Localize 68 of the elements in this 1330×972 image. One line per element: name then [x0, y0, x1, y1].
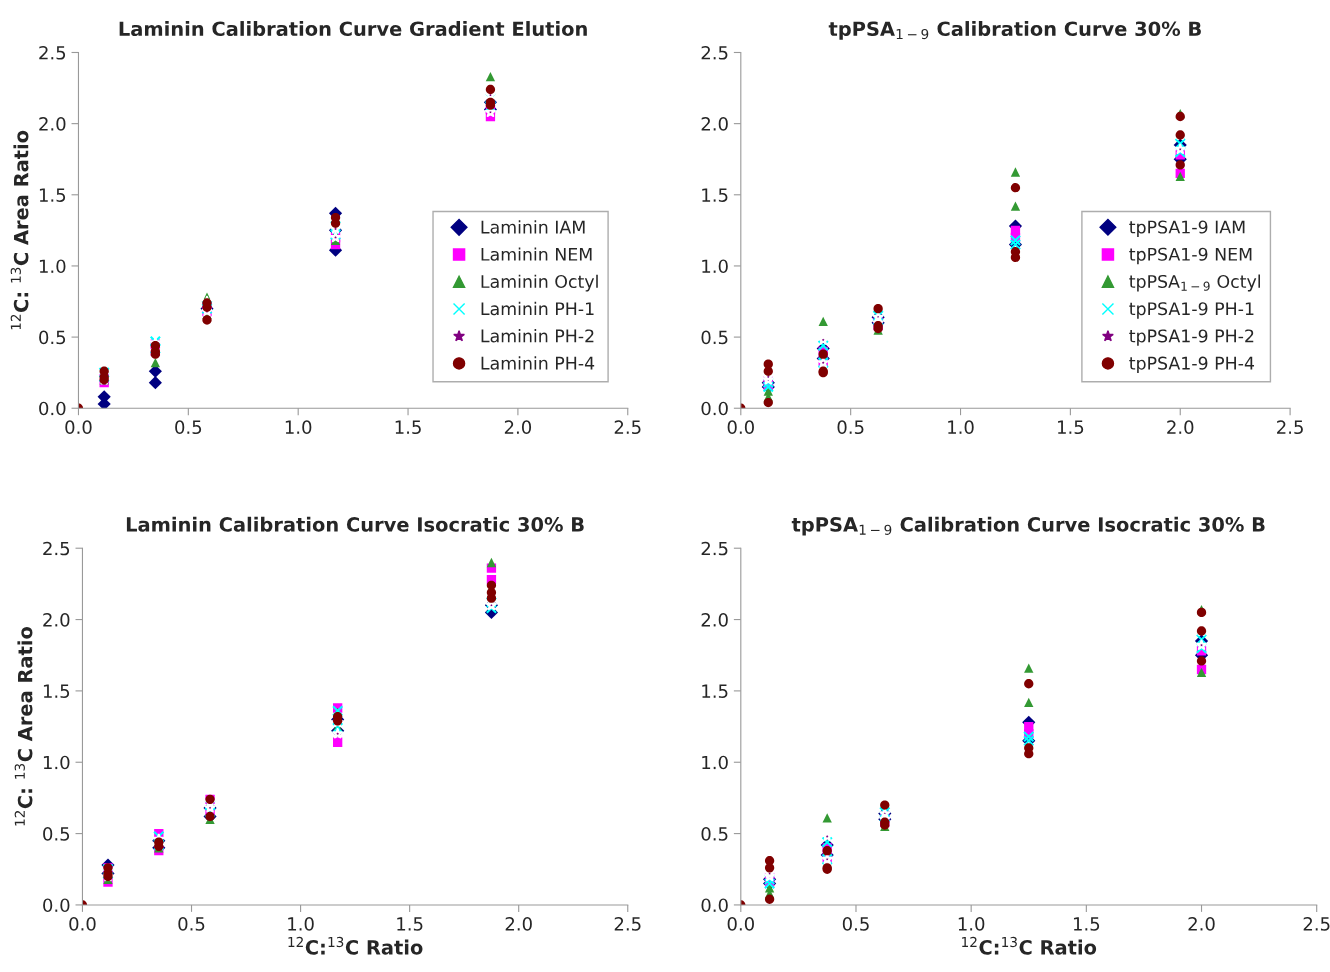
x-tick-label: 1.5 — [1058, 420, 1084, 435]
y-tick-label: 2.5 — [701, 45, 728, 60]
y-tick-label: 2.0 — [39, 117, 66, 131]
x-tick-label: 0.0 — [727, 917, 754, 931]
x-tick-label: 0.0 — [65, 420, 92, 435]
y-tick-label: 0.0 — [43, 898, 70, 913]
x-tick-label: 2.5 — [1277, 420, 1303, 435]
x-tick-label: 0.5 — [837, 420, 864, 435]
y-tick-label: 0.5 — [39, 330, 66, 345]
y-tick-label: 2.0 — [43, 613, 70, 627]
y-tick-label: 1.5 — [702, 684, 728, 699]
chart-title: tpPSA$_{1−9}$ Calibration Curve Isocratic 30% B — [791, 516, 1265, 536]
chart-title: Laminin Calibration Curve Isocratic 30% B — [126, 516, 584, 532]
y-tick-label: 1.0 — [702, 755, 728, 770]
y-tick-label: 2.5 — [43, 541, 70, 556]
x-tick-label: 1.0 — [958, 917, 985, 931]
y-tick-label: 1.5 — [39, 188, 66, 202]
x-tick-label: 1.0 — [288, 917, 314, 931]
x-tick-label: 1.5 — [395, 420, 421, 435]
legend-label: Laminin PH-2 — [481, 329, 594, 343]
y-tick-label: 0.0 — [39, 401, 66, 416]
legend-label: Laminin NEM — [481, 247, 592, 261]
x-tick-label: 0.5 — [178, 917, 205, 931]
y-tick-label: 0.5 — [43, 827, 70, 841]
x-tick-label: 2.5 — [614, 420, 641, 435]
x-tick-label: 2.0 — [505, 917, 532, 931]
x-tick-label: 2.5 — [1303, 917, 1330, 931]
x-tick-label: 1.5 — [1073, 917, 1100, 931]
x-tick-label: 1.0 — [285, 420, 312, 435]
x-tick-label: 0.5 — [842, 917, 869, 931]
legend-label: tpPSA1-9 PH-4 — [1129, 356, 1255, 374]
legend-label: Laminin PH-4 — [481, 356, 595, 370]
legend-label: Laminin Octyl — [481, 274, 598, 292]
legend-label: Laminin IAM — [481, 220, 585, 234]
y-tick-label: 1.0 — [43, 755, 70, 770]
y-tick-label: 1.5 — [43, 684, 70, 699]
legend-label: tpPSA1-9 PH-2 — [1129, 329, 1254, 346]
x-tick-label: 0.5 — [175, 420, 202, 435]
x-tick-label: 0.0 — [727, 420, 754, 435]
y-tick-label: 0.5 — [701, 827, 728, 841]
legend-label: Laminin PH-1 — [481, 301, 594, 316]
legend-label: tpPSA1-9 IAM — [1129, 220, 1245, 237]
chart-title: tpPSA$_{1−9}$ Calibration Curve 30% B — [828, 21, 1201, 40]
y-tick-label: 2.0 — [701, 613, 728, 627]
x-tick-label: 1.0 — [948, 420, 974, 435]
y-tick-label: 0.5 — [701, 330, 728, 345]
y-tick-label: 2.5 — [701, 541, 728, 556]
x-tick-label: 2.0 — [1167, 420, 1194, 435]
y-tick-label: 0.0 — [701, 401, 728, 416]
chart-title: Laminin Calibration Curve Gradient Elution — [119, 21, 587, 37]
x-tick-label: 2.0 — [1188, 917, 1215, 931]
x-axis-title: $^{12}$C:$^{13}$C Ratio — [962, 936, 1097, 955]
y-axis-title: $^{12}$C: $^{13}$C Area Ratio — [14, 626, 33, 826]
x-tick-label: 1.5 — [397, 917, 423, 931]
y-tick-label: 2.0 — [701, 117, 728, 131]
x-tick-label: 0.0 — [69, 917, 96, 931]
legend-label: tpPSA1-9 PH-1 — [1129, 302, 1254, 319]
y-tick-label: 2.5 — [39, 45, 66, 60]
y-tick-label: 1.0 — [39, 259, 66, 274]
y-tick-label: 0.0 — [701, 898, 728, 913]
x-axis-title: $^{12}$C:$^{13}$C Ratio — [288, 936, 423, 955]
x-tick-label: 2.0 — [504, 420, 532, 435]
x-tick-label: 2.5 — [614, 917, 641, 931]
legend-label: tpPSA1-9 NEM — [1129, 247, 1252, 265]
y-tick-label: 1.0 — [702, 259, 728, 274]
legend-label: tpPSA$_{1−9}$ Octyl — [1129, 274, 1260, 292]
y-axis-title: $^{12}$C: $^{13}$C Area Ratio — [10, 130, 29, 330]
y-tick-label: 1.5 — [702, 188, 728, 202]
